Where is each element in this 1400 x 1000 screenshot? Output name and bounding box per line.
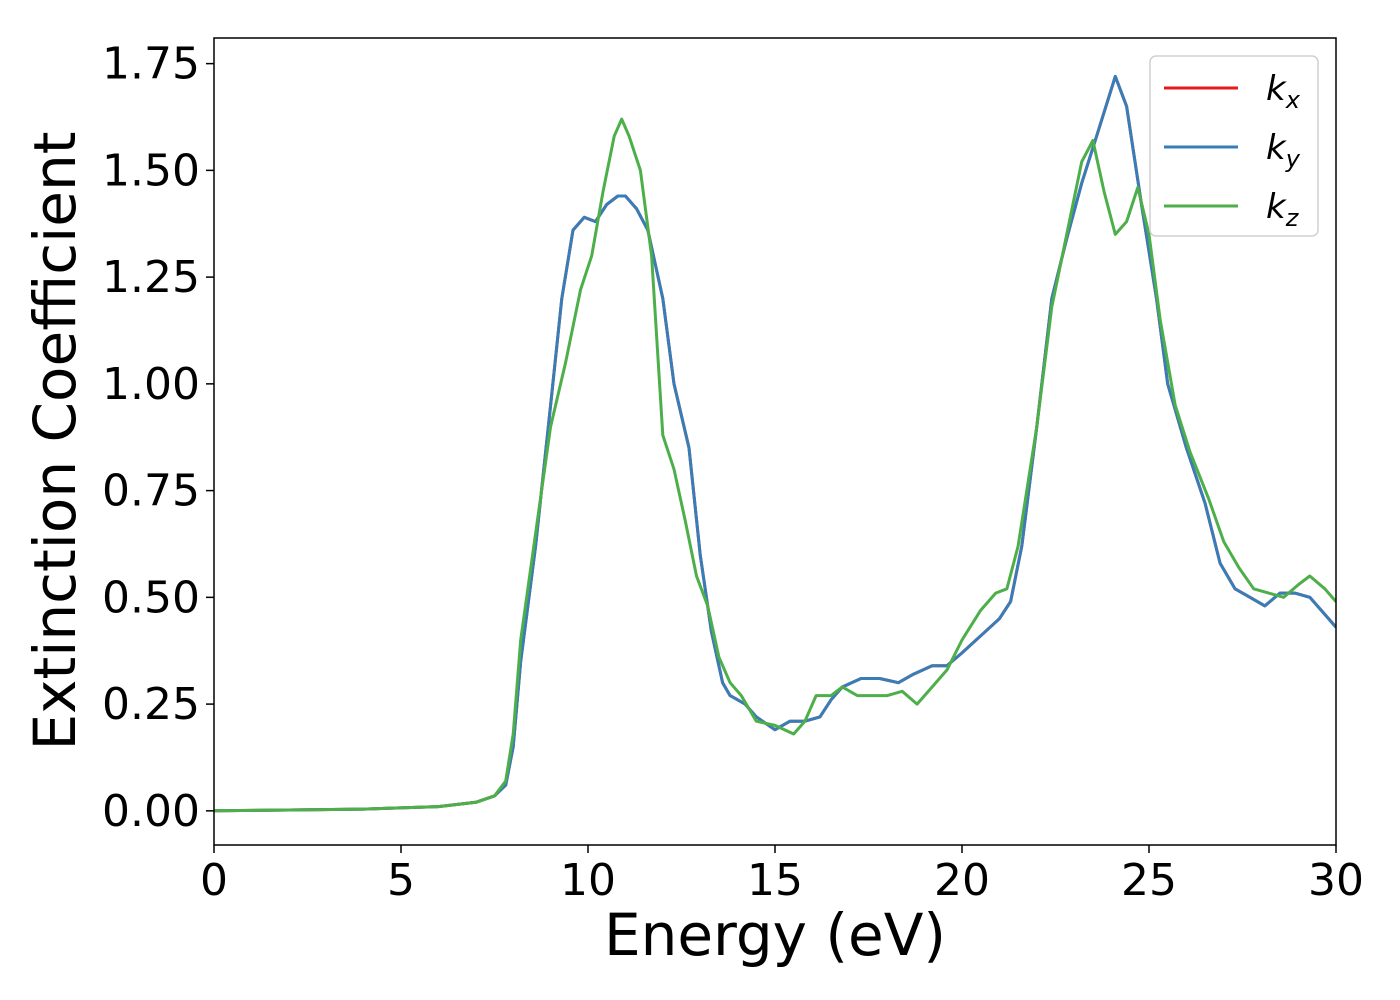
series-line-kz: [214, 117, 1336, 813]
series-line-ky: [214, 74, 1336, 813]
x-tick-label: 10: [560, 855, 616, 906]
y-tick-label: 0.00: [102, 786, 200, 837]
y-tick-label: 0.25: [102, 679, 200, 730]
axes-layer: 0 5 10 15 20 25 30 0.00 0.25 0.50 0.75 1.00 1.25 1.50…: [102, 37, 1364, 906]
y-tick-label: 1.75: [102, 39, 200, 90]
legend: kx ky kz: [1149, 55, 1319, 237]
plot-background: [214, 38, 1336, 845]
x-tick-label: 0: [200, 855, 228, 906]
y-tick-label: 1.50: [102, 145, 200, 196]
plot-area: [214, 38, 1336, 845]
y-tick-label: 0.75: [102, 466, 200, 517]
x-tick-label: 30: [1308, 855, 1364, 906]
x-tick-label: 25: [1121, 855, 1177, 906]
x-axis-title: Energy (eV): [604, 901, 946, 969]
x-tick-label: 15: [747, 855, 803, 906]
y-tick-label: 1.25: [102, 252, 200, 303]
legend-label-ky: ky: [1266, 128, 1301, 173]
x-tick-label: 20: [934, 855, 990, 906]
legend-label-kx: kx: [1266, 69, 1301, 114]
y-axis-title: Extinction Coefficient: [21, 132, 89, 751]
series-layer: [214, 74, 1336, 813]
y-tick-label: 1.00: [102, 359, 200, 410]
legend-label-kz: kz: [1266, 187, 1300, 232]
x-tick-label: 5: [387, 855, 415, 906]
y-tick-label: 0.50: [102, 572, 200, 623]
